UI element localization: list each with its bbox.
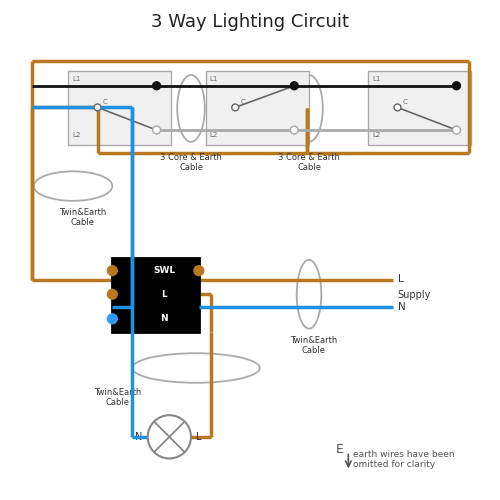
Circle shape bbox=[108, 314, 118, 324]
Text: L2: L2 bbox=[372, 132, 380, 138]
Text: 3 Way Lighting Circuit: 3 Way Lighting Circuit bbox=[151, 13, 349, 31]
Text: 3 Core & Earth
Cable: 3 Core & Earth Cable bbox=[160, 152, 222, 172]
Circle shape bbox=[153, 126, 160, 134]
FancyBboxPatch shape bbox=[138, 262, 190, 280]
Circle shape bbox=[291, 82, 298, 89]
Circle shape bbox=[452, 126, 460, 134]
Circle shape bbox=[290, 82, 298, 90]
Text: L2: L2 bbox=[72, 132, 80, 138]
Circle shape bbox=[453, 82, 460, 89]
Circle shape bbox=[194, 266, 204, 276]
Bar bbox=[112, 258, 199, 332]
Text: Twin&Earth
Cable: Twin&Earth Cable bbox=[94, 388, 141, 407]
Text: L1: L1 bbox=[72, 76, 80, 82]
Text: N: N bbox=[136, 432, 143, 442]
Circle shape bbox=[108, 290, 118, 299]
Circle shape bbox=[232, 104, 238, 111]
Text: L: L bbox=[162, 290, 167, 298]
Text: SWL: SWL bbox=[153, 266, 176, 275]
Circle shape bbox=[152, 126, 160, 134]
Text: Twin&Earth
Cable: Twin&Earth Cable bbox=[59, 208, 106, 227]
FancyBboxPatch shape bbox=[142, 285, 187, 304]
Bar bbox=[368, 71, 472, 145]
Circle shape bbox=[148, 415, 191, 459]
Text: Twin&Earth
Cable: Twin&Earth Cable bbox=[290, 336, 338, 355]
Text: L1: L1 bbox=[210, 76, 218, 82]
Text: earth wires have been
omitted for clarity: earth wires have been omitted for clarit… bbox=[354, 450, 455, 469]
Circle shape bbox=[291, 126, 298, 134]
Circle shape bbox=[452, 82, 460, 90]
Text: N: N bbox=[398, 302, 406, 312]
Text: C: C bbox=[402, 100, 407, 105]
Text: L1: L1 bbox=[372, 76, 380, 82]
Text: L2: L2 bbox=[210, 132, 218, 138]
Circle shape bbox=[290, 126, 298, 134]
Circle shape bbox=[94, 104, 101, 111]
Bar bbox=[68, 71, 172, 145]
Text: C: C bbox=[240, 100, 245, 105]
Text: Supply: Supply bbox=[398, 290, 431, 300]
Circle shape bbox=[108, 266, 118, 276]
Text: 3 Core & Earth
Cable: 3 Core & Earth Cable bbox=[278, 152, 340, 172]
Circle shape bbox=[152, 82, 160, 90]
Circle shape bbox=[394, 104, 401, 111]
Circle shape bbox=[153, 82, 160, 89]
Bar bbox=[206, 71, 309, 145]
Text: L: L bbox=[398, 274, 404, 284]
Text: C: C bbox=[102, 100, 108, 105]
Text: E: E bbox=[336, 443, 344, 456]
Circle shape bbox=[453, 126, 460, 134]
Text: N: N bbox=[160, 314, 168, 324]
Text: L: L bbox=[196, 432, 202, 442]
FancyBboxPatch shape bbox=[142, 310, 187, 328]
